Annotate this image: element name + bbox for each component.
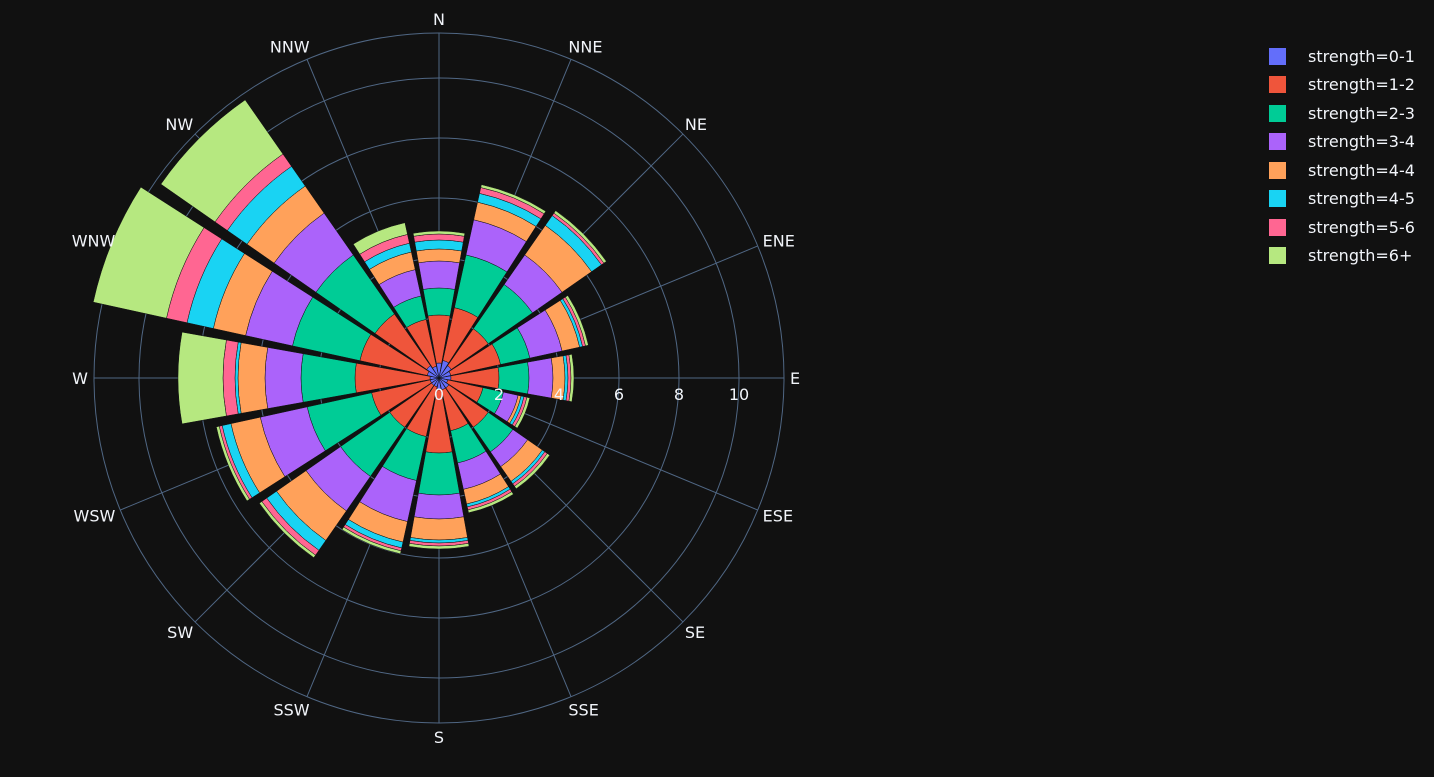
bar-n-strength=2-3[interactable] bbox=[422, 287, 456, 317]
bar-nne-strength=6+[interactable] bbox=[480, 184, 547, 215]
bar-s-strength=4-4[interactable] bbox=[410, 516, 468, 541]
legend-swatch bbox=[1269, 190, 1286, 208]
direction-label-ssw: SSW bbox=[273, 701, 309, 720]
bar-e-strength=6+[interactable] bbox=[568, 353, 575, 403]
legend-label: strength=1-2 bbox=[1308, 75, 1415, 95]
legend-label: strength=6+ bbox=[1308, 246, 1413, 266]
direction-label-wnw: WNW bbox=[72, 232, 116, 251]
bar-w-strength=4-4[interactable] bbox=[237, 342, 269, 414]
legend-swatch bbox=[1269, 133, 1286, 151]
bar-ese-strength=6+[interactable] bbox=[514, 396, 531, 429]
legend-swatch bbox=[1269, 104, 1286, 122]
direction-label-sse: SSE bbox=[568, 701, 598, 720]
direction-label-se: SE bbox=[685, 623, 705, 642]
radial-tick-label-8: 8 bbox=[674, 385, 684, 404]
legend-item-strength=3-4[interactable]: strength=3-4 bbox=[1262, 128, 1432, 157]
bar-wnw-strength=6+[interactable] bbox=[92, 186, 205, 319]
legend-label: strength=4-4 bbox=[1308, 160, 1415, 180]
bar-n-strength=4-4[interactable] bbox=[416, 248, 462, 264]
direction-label-s: S bbox=[434, 728, 444, 747]
bar-ne-strength=6+[interactable] bbox=[553, 210, 607, 264]
direction-label-nw: NW bbox=[165, 115, 193, 134]
direction-label-n: N bbox=[433, 10, 445, 29]
bar-nw-strength=6+[interactable] bbox=[160, 99, 284, 223]
bar-w-strength=3-4[interactable] bbox=[264, 347, 304, 409]
bar-nnw-strength=6+[interactable] bbox=[352, 222, 408, 255]
direction-label-nne: NNE bbox=[568, 37, 602, 56]
labels-layer: N NNE NE ENE E ESE SE SSE S SSW SW WSW W WNW NW NNW 0 2 4 6… bbox=[72, 10, 800, 747]
bar-n-strength=6+[interactable] bbox=[412, 230, 466, 237]
legend: strength=0-1 strength=1-2 strength=2-3 stre… bbox=[1262, 42, 1432, 270]
legend-item-strength=6+[interactable]: strength=6+ bbox=[1262, 242, 1432, 271]
legend-item-strength=0-1[interactable]: strength=0-1 bbox=[1262, 42, 1432, 71]
bar-w-strength=6+[interactable] bbox=[177, 331, 227, 425]
radial-tick-label-0: 0 bbox=[434, 385, 444, 404]
bar-s-strength=6+[interactable] bbox=[408, 543, 470, 550]
legend-label: strength=2-3 bbox=[1308, 103, 1415, 123]
series-strength=4-4 bbox=[213, 185, 592, 543]
legend-swatch bbox=[1269, 247, 1286, 265]
direction-label-sw: SW bbox=[167, 623, 193, 642]
direction-label-w: W bbox=[72, 369, 88, 388]
legend-item-strength=2-3[interactable]: strength=2-3 bbox=[1262, 99, 1432, 128]
direction-label-ne: NE bbox=[685, 115, 707, 134]
series-strength=1-2 bbox=[354, 307, 501, 454]
legend-swatch bbox=[1269, 218, 1286, 236]
legend-label: strength=0-1 bbox=[1308, 46, 1415, 66]
bar-ene-strength=6+[interactable] bbox=[564, 295, 589, 347]
legend-label: strength=5-6 bbox=[1308, 217, 1415, 237]
bar-sw-strength=6+[interactable] bbox=[258, 501, 316, 559]
legend-swatch bbox=[1269, 47, 1286, 65]
legend-swatch bbox=[1269, 161, 1286, 179]
direction-label-wsw: WSW bbox=[74, 506, 116, 525]
direction-label-ese: ESE bbox=[763, 506, 793, 525]
radial-tick-label-4: 4 bbox=[554, 385, 564, 404]
bar-wsw-strength=6+[interactable] bbox=[215, 425, 250, 502]
series-strength=2-3 bbox=[292, 254, 533, 496]
bar-e-strength=3-4[interactable] bbox=[527, 357, 554, 399]
legend-label: strength=3-4 bbox=[1308, 132, 1415, 152]
legend-item-strength=4-4[interactable]: strength=4-4 bbox=[1262, 156, 1432, 185]
radial-tick-label-6: 6 bbox=[614, 385, 624, 404]
direction-label-ene: ENE bbox=[763, 232, 795, 251]
bars-layer bbox=[92, 99, 607, 559]
series-strength=6+ bbox=[92, 99, 607, 559]
bar-sse-strength=6+[interactable] bbox=[467, 491, 514, 514]
legend-item-strength=4-5[interactable]: strength=4-5 bbox=[1262, 185, 1432, 214]
bar-s-strength=2-3[interactable] bbox=[418, 451, 460, 496]
bar-n-strength=3-4[interactable] bbox=[418, 260, 460, 290]
legend-item-strength=5-6[interactable]: strength=5-6 bbox=[1262, 213, 1432, 242]
bar-ssw-strength=6+[interactable] bbox=[341, 526, 402, 555]
legend-label: strength=4-5 bbox=[1308, 189, 1415, 209]
direction-label-e: E bbox=[790, 369, 800, 388]
series-strength=4-5 bbox=[186, 165, 602, 551]
bar-w-strength=2-3[interactable] bbox=[300, 353, 357, 403]
direction-label-nnw: NNW bbox=[270, 37, 310, 56]
legend-item-strength=1-2[interactable]: strength=1-2 bbox=[1262, 71, 1432, 100]
radial-tick-label-2: 2 bbox=[494, 385, 504, 404]
bar-s-strength=3-4[interactable] bbox=[413, 492, 465, 520]
bar-se-strength=6+[interactable] bbox=[514, 453, 551, 490]
legend-swatch bbox=[1269, 76, 1286, 94]
radial-tick-label-10: 10 bbox=[729, 385, 749, 404]
